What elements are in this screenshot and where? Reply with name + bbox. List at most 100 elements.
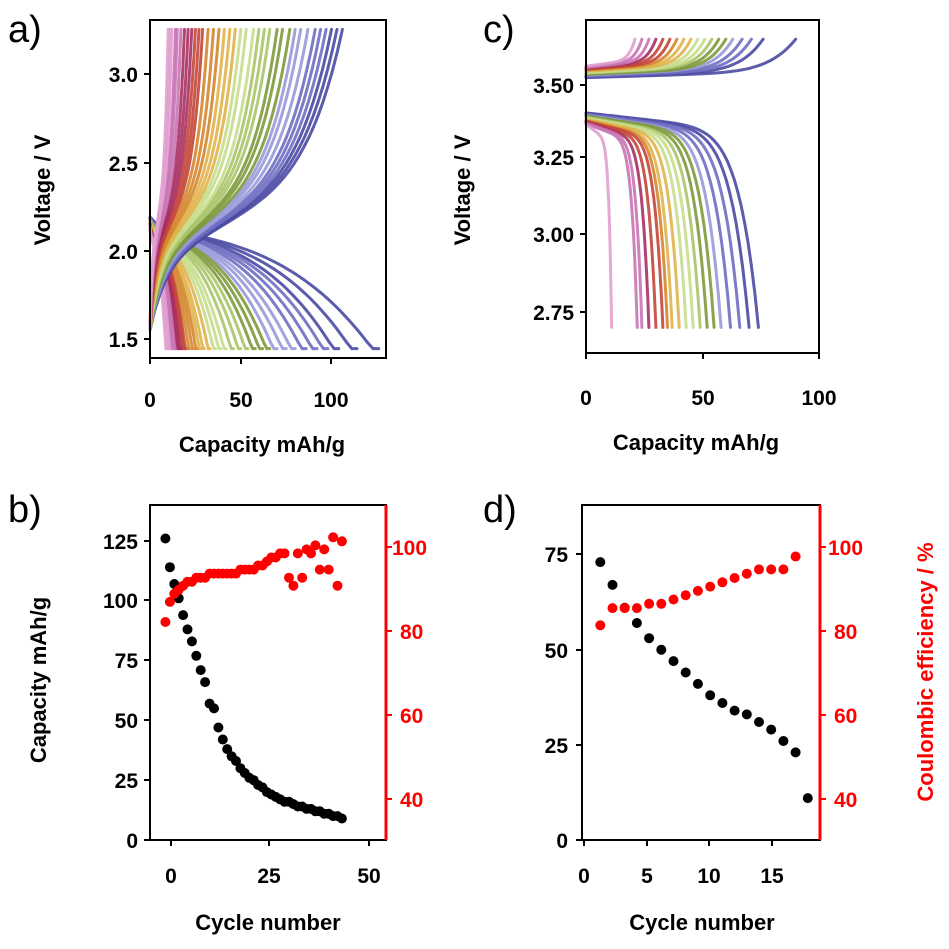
charge-curve [584, 37, 637, 68]
efficiency-point [328, 532, 339, 543]
x-tick-label: 50 [229, 389, 252, 412]
capacity-point [209, 703, 219, 714]
efficiency-point [729, 573, 740, 583]
capacity-point [222, 744, 233, 755]
efficiency-point [754, 564, 764, 575]
efficiency-point [680, 590, 691, 601]
efficiency-point [284, 572, 294, 583]
efficiency-point [164, 596, 175, 607]
efficiency-point [692, 585, 703, 596]
x-tick-label: 25 [257, 865, 281, 888]
capacity-point [631, 618, 642, 628]
panel-d-right-y-axis-title: Coulombic efficiency / % [913, 542, 938, 801]
y-tick-label: 3.50 [533, 75, 574, 98]
right-y-tick-label: 100 [392, 537, 427, 560]
capacity-point [802, 793, 813, 804]
capacity-point [200, 677, 211, 688]
y-tick-label: 0 [126, 830, 138, 853]
capacity-point [705, 690, 716, 701]
panel-a-curves [148, 27, 381, 351]
efficiency-point [279, 548, 290, 559]
discharge-curve [584, 122, 639, 329]
efficiency-point [323, 564, 334, 575]
right-y-tick-label: 100 [828, 537, 863, 560]
capacity-point [160, 533, 171, 544]
capacity-point [217, 734, 228, 745]
right-y-tick-label: 80 [834, 621, 857, 644]
x-tick-label: 15 [760, 865, 784, 888]
efficiency-point [656, 598, 667, 609]
capacity-point [191, 650, 202, 661]
efficiency-point [288, 580, 299, 591]
efficiency-point [717, 577, 728, 588]
efficiency-point [619, 603, 630, 614]
x-tick-label: 50 [357, 865, 380, 888]
y-tick-label: 2.75 [533, 302, 574, 325]
panel-b-right-y-ticks: 40 60 80 100 [386, 537, 427, 812]
panel-a-plot-frame [149, 19, 387, 359]
panel-d-y-ticks: 0 25 50 75 [545, 544, 582, 853]
efficiency-point [595, 620, 606, 631]
capacity-point [195, 665, 206, 676]
efficiency-point [319, 544, 330, 555]
panel-b-points [160, 532, 347, 824]
capacity-point [607, 579, 618, 590]
efficiency-point [297, 572, 308, 583]
panel-d-plot-frame [581, 504, 821, 841]
x-tick-label: 5 [641, 865, 653, 888]
capacity-point [754, 717, 764, 727]
panel-d-points [595, 551, 813, 804]
panel-c-letter: c) [483, 9, 515, 51]
x-tick-label: 100 [801, 387, 836, 410]
efficiency-point [778, 564, 789, 575]
y-tick-label: 3.0 [109, 64, 138, 87]
panel-d-right-y-ticks: 40 60 80 100 [820, 537, 863, 812]
panel-c-y-ticks: 2.75 3.00 3.25 3.50 [533, 75, 586, 325]
panel-a-y-ticks: 1.5 2.0 2.5 3.0 [109, 64, 150, 352]
panel-d: d) 0 25 50 75 40 60 80 100 [483, 489, 938, 935]
capacity-point [656, 644, 667, 655]
panel-b-y-axis-title: Capacity mAh/g [26, 597, 51, 763]
y-tick-label: 100 [103, 590, 138, 613]
capacity-point [595, 557, 606, 568]
x-tick-label: 0 [165, 865, 177, 888]
efficiency-point [644, 598, 655, 609]
efficiency-point [310, 540, 321, 551]
panel-c-x-ticks: 0 50 100 [580, 353, 837, 410]
y-tick-label: 0 [556, 830, 568, 853]
x-tick-label: 0 [144, 389, 156, 412]
efficiency-point [705, 581, 716, 592]
right-y-tick-label: 40 [834, 789, 857, 812]
capacity-point [164, 562, 175, 573]
panel-b-x-ticks: 0 25 50 [165, 840, 381, 888]
x-tick-label: 100 [313, 389, 348, 412]
y-tick-label: 2.5 [109, 153, 139, 176]
capacity-point [778, 736, 789, 746]
y-tick-label: 25 [545, 735, 569, 758]
right-y-tick-label: 60 [400, 705, 423, 728]
efficiency-point [292, 548, 303, 559]
panel-a-y-axis-title: Voltage / V [30, 134, 55, 245]
panel-d-letter: d) [483, 489, 517, 531]
capacity-point [717, 698, 728, 708]
y-tick-label: 50 [115, 710, 138, 733]
y-tick-label: 3.00 [533, 224, 574, 247]
capacity-point [668, 656, 679, 667]
capacity-point [231, 756, 241, 766]
y-tick-label: 1.5 [109, 329, 139, 352]
y-tick-label: 3.25 [533, 147, 574, 170]
right-y-tick-label: 80 [400, 621, 423, 644]
panel-d-x-axis-title: Cycle number [629, 910, 775, 935]
y-tick-label: 75 [545, 544, 569, 567]
efficiency-point [741, 568, 752, 579]
y-tick-label: 125 [103, 531, 138, 554]
panel-c-y-axis-title: Voltage / V [450, 134, 475, 245]
capacity-point [644, 633, 655, 644]
capacity-point [186, 636, 197, 647]
y-tick-label: 50 [545, 640, 568, 663]
panel-b-x-axis-title: Cycle number [195, 910, 341, 935]
discharge-curve [584, 122, 614, 329]
panel-b-letter: b) [8, 489, 42, 531]
efficiency-point [790, 551, 801, 562]
panel-b-y-ticks: 0 25 50 75 100 125 [103, 531, 150, 853]
